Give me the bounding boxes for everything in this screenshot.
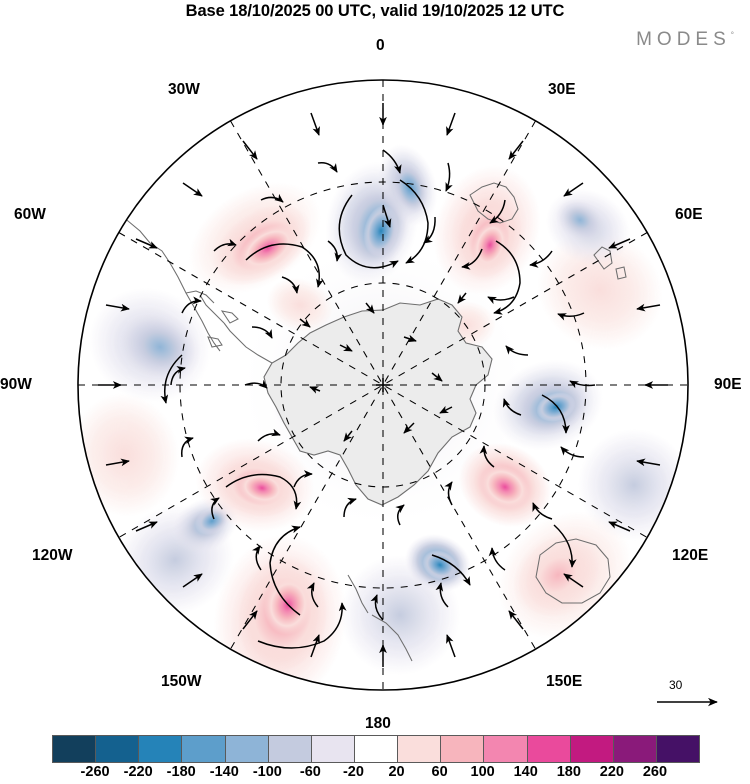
colorbar-segment-13 — [613, 736, 657, 762]
colorbar-segment-6 — [311, 736, 355, 762]
colorbar[interactable] — [52, 735, 700, 763]
colorbar-tick-260: 260 — [642, 764, 668, 780]
coastlines-layer — [117, 182, 669, 662]
colorbar-segment-10 — [484, 736, 528, 762]
colorbar-tick-220: 220 — [599, 764, 624, 780]
colorbar-segment-7 — [354, 736, 399, 762]
colorbar-segment-11 — [527, 736, 571, 762]
colorbar-tick--60: -60 — [299, 764, 321, 780]
lon-label-90e: 90E — [714, 376, 742, 393]
modes-logo-text: MODES — [636, 29, 731, 50]
lon-label-150w: 150W — [161, 673, 202, 690]
wind-scale-legend: 30 — [655, 678, 745, 718]
colorbar-tick--220: -220 — [123, 764, 153, 780]
colorbar-segment-14 — [656, 736, 700, 762]
colorbar-segment-3 — [182, 736, 226, 762]
lon-label-30e: 30E — [548, 81, 576, 98]
colorbar-tick--100: -100 — [252, 764, 282, 780]
colorbar-segment-9 — [441, 736, 485, 762]
wind-scale-arrow-icon — [657, 697, 718, 707]
colorbar-segment-4 — [225, 736, 269, 762]
colorbar-segment-8 — [398, 736, 442, 762]
colorbar-tick--260: -260 — [80, 764, 110, 780]
colorbar-segment-12 — [570, 736, 614, 762]
lon-label-60e: 60E — [675, 206, 703, 223]
lon-label-0: 0 — [376, 37, 385, 54]
colorbar-tick--180: -180 — [166, 764, 196, 780]
colorbar-segment-0 — [53, 736, 97, 762]
lon-label-30w: 30W — [168, 81, 200, 98]
lon-label-90w: 90W — [0, 376, 32, 393]
page-title: Base 18/10/2025 00 UTC, valid 19/10/2025… — [185, 2, 565, 20]
copyright-mark: ° — [730, 30, 734, 40]
lon-label-120e: 120E — [672, 547, 709, 564]
wind-vector-layer — [98, 103, 668, 667]
colorbar-tick-100: 100 — [470, 764, 495, 780]
colorbar-tick-20: 20 — [388, 764, 405, 780]
colorbar-tick-140: 140 — [513, 764, 538, 780]
lon-label-180: 180 — [365, 715, 391, 732]
map-canvas — [77, 79, 689, 691]
polar-stereographic-map[interactable]: 0 30E 60E 90E 120E 150E 180 150W 120W 90… — [0, 37, 750, 732]
colorbar-segment-5 — [268, 736, 312, 762]
colorbar-tick-labels: -260 -220 -180 -140 -100 -60 -20 20 60 100 140 180 2… — [52, 764, 700, 784]
colorbar-segment-1 — [96, 736, 140, 762]
wind-scale-value: 30 — [669, 678, 683, 692]
colorbar-segment-2 — [139, 736, 183, 762]
lon-label-120w: 120W — [32, 547, 73, 564]
lon-label-60w: 60W — [14, 206, 46, 223]
colorbar-tick-180: 180 — [556, 764, 581, 780]
colorbar-tick--20: -20 — [342, 764, 364, 780]
colorbar-tick--140: -140 — [209, 764, 239, 780]
modes-logo: MODES° — [636, 29, 734, 51]
colorbar-tick-60: 60 — [431, 764, 448, 780]
lon-label-150e: 150E — [546, 673, 583, 690]
